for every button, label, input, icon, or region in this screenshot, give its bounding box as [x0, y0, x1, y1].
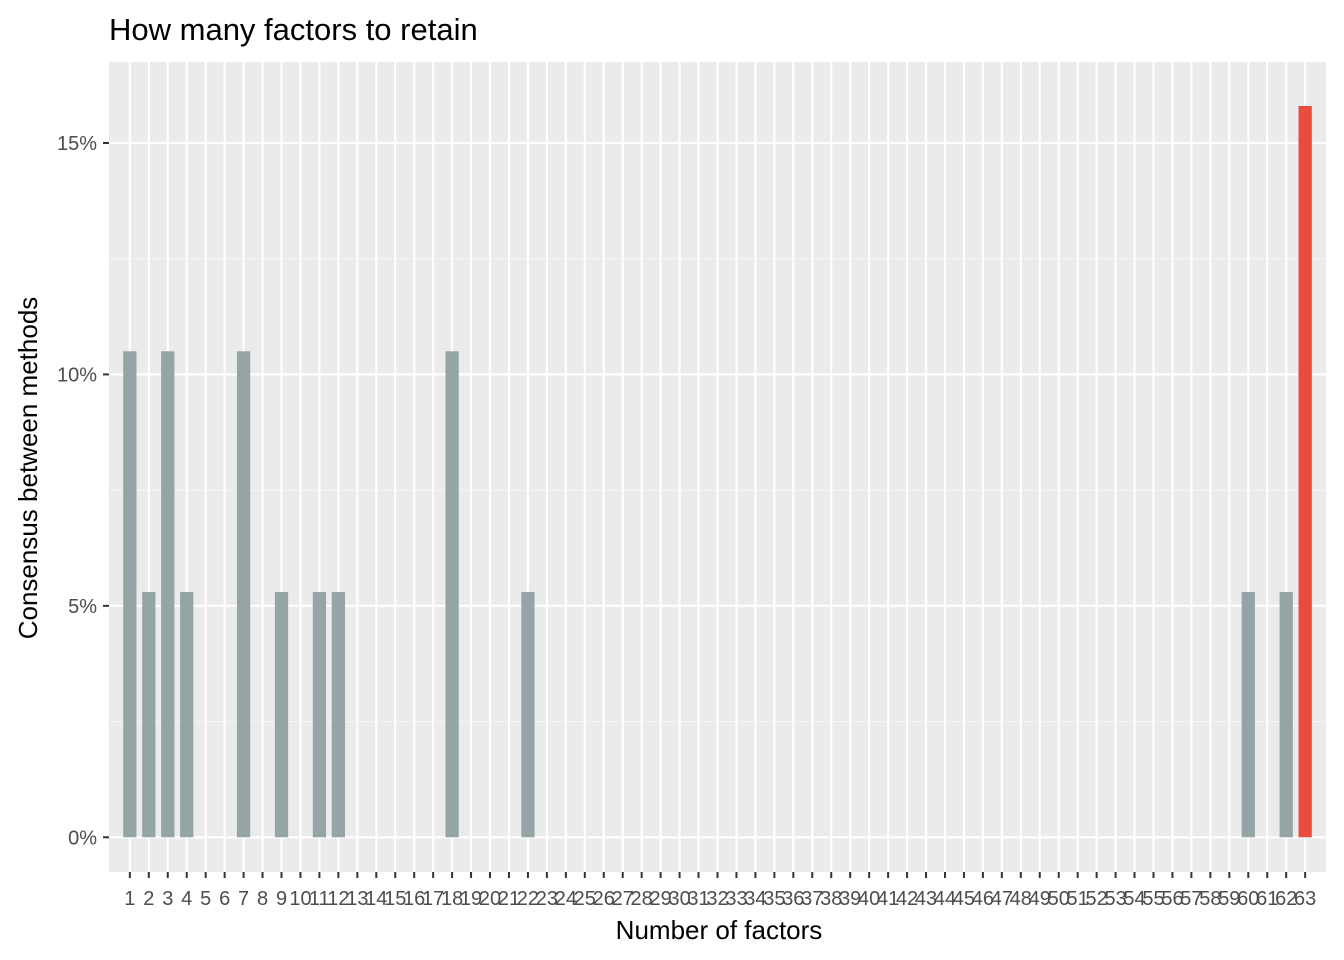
- x-tick-label: 55: [1142, 888, 1164, 910]
- y-tick-label: 15%: [57, 133, 97, 155]
- x-tick-label: 8: [257, 888, 268, 910]
- x-tick-label: 58: [1199, 888, 1221, 910]
- bar-18: [445, 351, 459, 838]
- y-axis: 0% 5% 10% 15%: [57, 133, 109, 849]
- x-tick-label: 32: [706, 888, 728, 910]
- x-tick-label: 37: [801, 888, 823, 910]
- x-tick-label: 12: [327, 888, 349, 910]
- x-tick-label: 57: [1180, 888, 1202, 910]
- x-tick-label: 50: [1048, 888, 1070, 910]
- x-tick-label: 24: [555, 888, 577, 910]
- x-tick-label: 30: [668, 888, 690, 910]
- x-axis-title: Number of factors: [616, 915, 823, 945]
- x-tick-label: 46: [972, 888, 994, 910]
- x-axis: 1 2 3 4 5 6 7 8 9 1011121314151617181920212223242…: [124, 872, 1316, 910]
- x-tick-label: 41: [877, 888, 899, 910]
- x-tick-label: 61: [1256, 888, 1278, 910]
- x-tick-label: 26: [593, 888, 615, 910]
- x-tick-label: 15: [384, 888, 406, 910]
- x-tick-label: 44: [934, 888, 956, 910]
- y-tick-label: 0%: [68, 827, 97, 849]
- x-tick-label: 7: [238, 888, 249, 910]
- x-tick-label: 9: [276, 888, 287, 910]
- chart-title: How many factors to retain: [109, 12, 478, 47]
- bar-11: [312, 591, 327, 838]
- x-tick-label: 52: [1086, 888, 1108, 910]
- x-tick-label: 25: [574, 888, 596, 910]
- x-tick-label: 60: [1237, 888, 1259, 910]
- bar-60: [1241, 591, 1255, 838]
- bar-9: [274, 591, 289, 838]
- x-tick-label: 47: [991, 888, 1013, 910]
- x-tick-label: 33: [725, 888, 747, 910]
- x-tick-label: 43: [915, 888, 937, 910]
- bar-7: [236, 351, 251, 838]
- x-tick-label: 62: [1275, 888, 1297, 910]
- x-tick-label: 63: [1294, 888, 1316, 910]
- x-tick-label: 38: [820, 888, 842, 910]
- x-tick-label: 4: [181, 888, 192, 910]
- x-tick-label: 54: [1123, 888, 1145, 910]
- bars: [123, 105, 1312, 838]
- x-tick-label: 49: [1029, 888, 1051, 910]
- x-tick-label: 18: [441, 888, 463, 910]
- x-tick-label: 40: [858, 888, 880, 910]
- bar-3: [161, 351, 175, 838]
- x-tick-label: 53: [1104, 888, 1126, 910]
- x-tick-label: 10: [289, 888, 311, 910]
- x-tick-label: 19: [460, 888, 482, 910]
- x-tick-label: 17: [422, 888, 444, 910]
- x-tick-label: 28: [631, 888, 653, 910]
- bar-2: [142, 591, 156, 838]
- x-tick-label: 14: [365, 888, 387, 910]
- x-tick-label: 48: [1010, 888, 1032, 910]
- x-tick-label: 39: [839, 888, 861, 910]
- x-tick-label: 5: [200, 888, 211, 910]
- x-tick-label: 27: [612, 888, 634, 910]
- x-tick-label: 20: [479, 888, 501, 910]
- y-tick-label: 10%: [57, 364, 97, 386]
- x-tick-label: 35: [763, 888, 785, 910]
- x-tick-label: 21: [498, 888, 520, 910]
- x-tick-label: 31: [687, 888, 709, 910]
- bar-1: [123, 351, 137, 838]
- x-tick-label: 42: [896, 888, 918, 910]
- x-tick-label: 11: [309, 888, 330, 910]
- bar-12: [331, 591, 346, 838]
- x-tick-label: 3: [162, 888, 173, 910]
- x-tick-label: 16: [403, 888, 425, 910]
- x-tick-label: 59: [1218, 888, 1240, 910]
- x-tick-label: 36: [782, 888, 804, 910]
- x-tick-label: 51: [1067, 888, 1089, 910]
- bar-63: [1298, 105, 1312, 838]
- y-axis-title: Consensus between methods: [13, 297, 43, 640]
- x-tick-label: 22: [517, 888, 539, 910]
- x-tick-label: 56: [1161, 888, 1183, 910]
- y-tick-label: 5%: [68, 596, 97, 618]
- x-tick-label: 29: [650, 888, 672, 910]
- x-tick-label: 1: [124, 888, 135, 910]
- x-tick-label: 13: [346, 888, 368, 910]
- bar-22: [521, 591, 535, 838]
- bar-4: [180, 591, 194, 838]
- x-tick-label: 45: [953, 888, 975, 910]
- x-tick-label: 6: [219, 888, 230, 910]
- x-tick-label: 23: [536, 888, 558, 910]
- x-tick-label: 34: [744, 888, 766, 910]
- bar-62: [1279, 591, 1293, 838]
- x-tick-label: 2: [143, 888, 154, 910]
